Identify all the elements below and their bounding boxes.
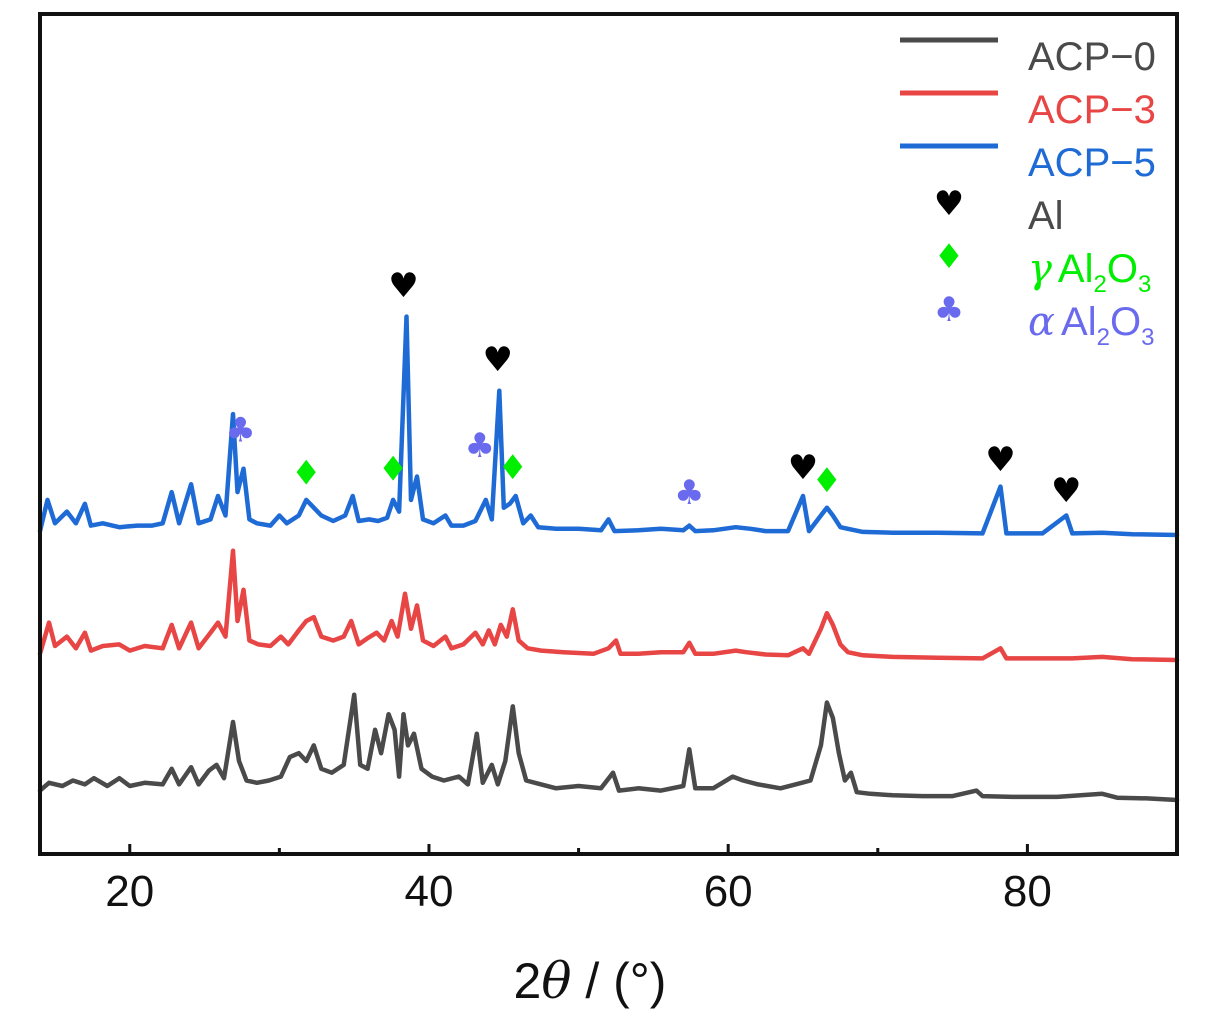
peak-marker-3: ♥: [985, 440, 1015, 480]
legend-label: ACP−5: [1028, 141, 1156, 185]
legend: ACP−0 ACP−3 ACP−5 ♥ Al ♦ γ Al2O3 ♣ α Al2O3: [900, 35, 1156, 351]
series-line-ACP−3: [37, 548, 1180, 663]
peak-marker-5: ♦: [291, 453, 321, 493]
series-line-ACP−0: [37, 692, 1180, 803]
legend-symbol: ♣: [934, 290, 964, 330]
peak-marker-4: ♥: [1051, 471, 1081, 511]
x-tick-label: 80: [1003, 867, 1052, 916]
legend-symbol: ♥: [934, 184, 964, 224]
marker-layer: ♥♥♥ ♥♥♦ ♦ ♦ ♦♣ ♣♣: [225, 266, 1081, 513]
x-tick-label: 20: [105, 867, 154, 916]
peak-marker-6: ♦: [378, 449, 408, 489]
plot-frame: [38, 12, 1179, 856]
x-tick-label: 60: [704, 867, 753, 916]
legend-label: ACP−0: [1028, 35, 1156, 79]
legend-label: ACP−3: [1028, 88, 1156, 132]
legend-label: γ Al2O3: [1028, 246, 1151, 298]
peak-marker-11: ♣: [674, 473, 704, 513]
peak-marker-1: ♥: [483, 340, 513, 380]
x-tick-label: 40: [404, 867, 453, 916]
peak-marker-8: ♦: [812, 461, 842, 501]
x-axis-title: 2θ / (°): [514, 952, 667, 1010]
x-axis-title-theta: θ: [541, 952, 571, 1010]
peak-marker-10: ♣: [465, 426, 495, 466]
legend-label: α Al2O3: [1028, 299, 1154, 351]
series-line-ACP−5: [37, 314, 1180, 538]
x-axis-title-prefix: 2: [514, 953, 542, 1009]
legend-symbol: ♦: [934, 237, 964, 277]
peak-marker-7: ♦: [498, 448, 528, 488]
series-layer: [37, 314, 1180, 803]
x-axis-title-suffix: / (°): [571, 953, 666, 1009]
peak-marker-0: ♥: [388, 266, 418, 306]
legend-label: Al: [1028, 194, 1064, 238]
x-axis-ticks: 20 40 60 80: [105, 844, 1179, 916]
peak-marker-9: ♣: [225, 410, 255, 450]
peak-marker-2: ♥: [788, 448, 818, 488]
